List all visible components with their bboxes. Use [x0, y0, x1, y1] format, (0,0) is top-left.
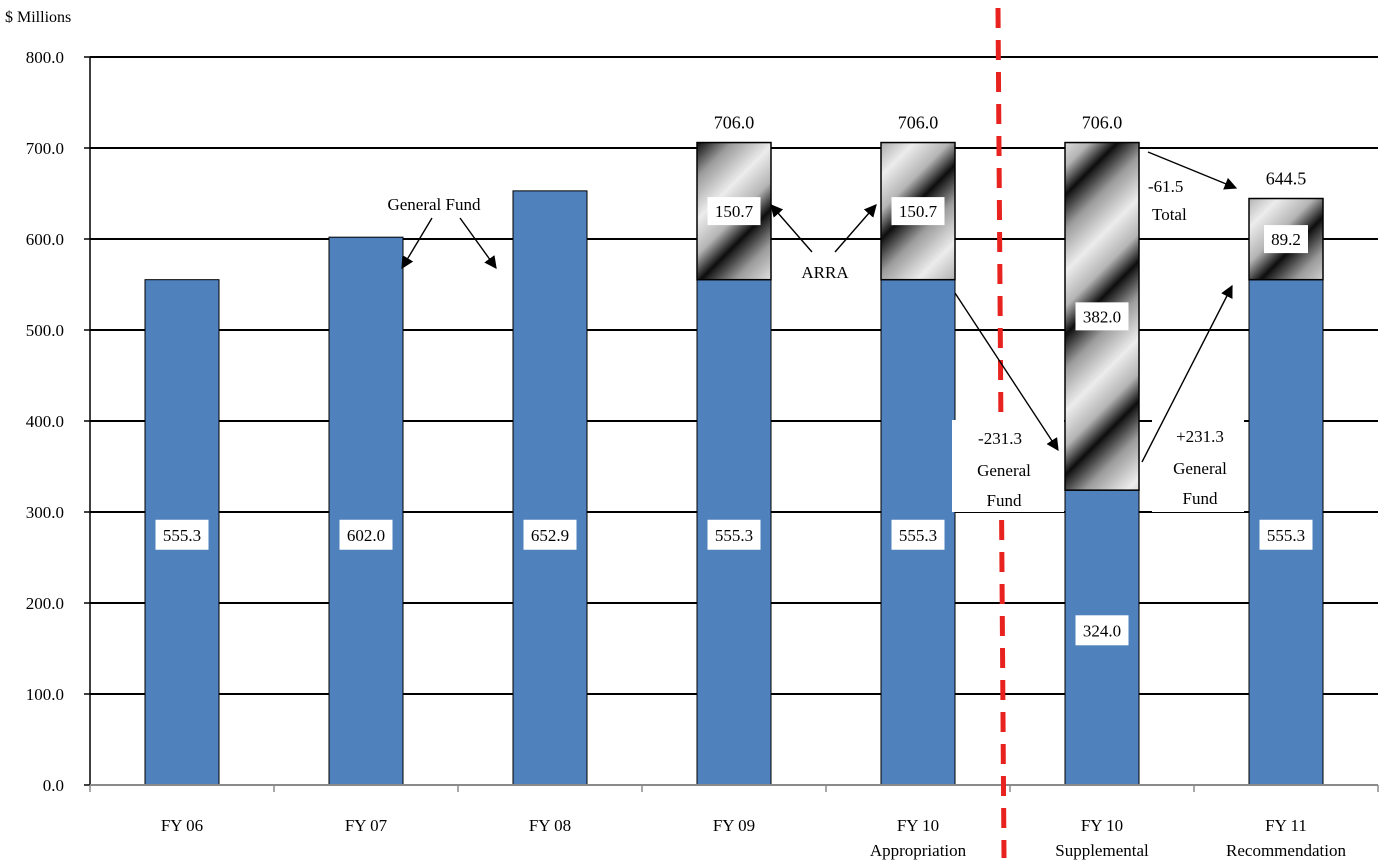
- arra-label: 150.7: [715, 202, 754, 221]
- annotation-total-change: -61.5 Total: [1144, 151, 1238, 227]
- y-tick-label: 700.0: [26, 139, 64, 158]
- arra-callout-box: [773, 258, 877, 284]
- x-tick-label: FY 06: [161, 816, 203, 835]
- y-tick-label: 300.0: [26, 503, 64, 522]
- gf-decrease-label-1: General: [977, 461, 1031, 480]
- bar-general-fund: [512, 190, 588, 786]
- arra-label-box: [1264, 225, 1308, 254]
- general-fund-label: 602.0: [347, 526, 385, 545]
- y-tick-label: 600.0: [26, 230, 64, 249]
- total-change-value: -61.5: [1148, 177, 1183, 196]
- gf-decrease-box: [952, 420, 1064, 512]
- arra-callout: ARRA: [801, 263, 849, 282]
- total-labels: 706.0 706.0 706.0 644.5: [714, 113, 1307, 189]
- total-change-label: Total: [1152, 205, 1187, 224]
- x-tick-label: FY 11: [1265, 816, 1307, 835]
- y-tick-label: 800.0: [26, 48, 64, 67]
- general-fund-label-box: [339, 519, 393, 550]
- x-tick-label: Supplemental: [1055, 841, 1149, 860]
- y-axis-title: $ Millions: [5, 9, 71, 26]
- x-tick-label: FY 10: [1081, 816, 1123, 835]
- x-tick-label: FY 08: [529, 816, 571, 835]
- gf-increase-label-2: Fund: [1183, 489, 1218, 508]
- gf-decrease-label-2: Fund: [987, 491, 1022, 510]
- axes: [89, 57, 1379, 792]
- total-label: 644.5: [1266, 169, 1307, 189]
- general-fund-callout: General Fund: [387, 195, 481, 214]
- y-tick-label: 400.0: [26, 412, 64, 431]
- general-fund-label-box: [523, 519, 577, 550]
- x-tick-label: FY 07: [345, 816, 388, 835]
- annotation-arra: ARRA: [770, 204, 877, 284]
- y-tick-labels: 0.0 100.0 200.0 300.0 400.0 500.0 600.0 700.0 80…: [26, 48, 64, 795]
- annotation-gf-increase: +231.3 General Fund: [1141, 284, 1244, 512]
- x-tick-label: Recommendation: [1226, 841, 1346, 860]
- arra-label-box: [707, 197, 761, 226]
- general-fund-label: 652.9: [531, 526, 569, 545]
- y-tick-label: 500.0: [26, 321, 64, 340]
- y-tick-label: 200.0: [26, 594, 64, 613]
- general-fund-label-box: [707, 519, 761, 550]
- general-fund-label: 324.0: [1083, 621, 1121, 640]
- general-fund-label-box: [1075, 615, 1129, 646]
- gf-increase-value: +231.3: [1176, 427, 1224, 446]
- total-label: 706.0: [714, 113, 755, 133]
- arrow-total-change: [1147, 151, 1238, 190]
- bar-general-fund: [328, 236, 404, 786]
- general-fund-label: 555.3: [715, 526, 753, 545]
- arrow-general-fund-fy08: [459, 217, 497, 270]
- arrow-gf-increase: [1141, 284, 1233, 463]
- general-fund-label-box: [1259, 519, 1313, 550]
- arra-label: 150.7: [899, 202, 938, 221]
- total-label: 706.0: [1082, 113, 1123, 133]
- gf-increase-box: [1152, 418, 1244, 512]
- annotation-gf-decrease: -231.3 General Fund: [952, 292, 1064, 512]
- x-tick-label: Appropriation: [870, 841, 967, 860]
- x-tick-label: FY 10: [897, 816, 939, 835]
- arra-label-box: [891, 197, 945, 226]
- total-label: 706.0: [898, 113, 939, 133]
- bar-value-labels: 555.3 602.0 652.9 150.7 555.3 150.7 555.3 382.0…: [155, 197, 1313, 646]
- gf-decrease-value: -231.3: [978, 429, 1022, 448]
- arrow-arra-fy09: [770, 204, 813, 253]
- general-fund-label: 555.3: [163, 526, 201, 545]
- arra-label: 89.2: [1271, 230, 1301, 249]
- x-tick-label: FY 09: [713, 816, 755, 835]
- total-change-box: [1144, 165, 1206, 227]
- arra-label: 382.0: [1083, 307, 1121, 326]
- general-fund-label-box: [155, 519, 209, 550]
- x-tick-labels: FY 06 FY 07 FY 08 FY 09 FY 10 Appropriation FY…: [161, 816, 1347, 860]
- general-fund-label: 555.3: [1267, 526, 1305, 545]
- arrow-general-fund-fy07: [401, 217, 433, 270]
- y-tick-label: 0.0: [43, 776, 64, 795]
- y-tick-label: 100.0: [26, 685, 64, 704]
- arrow-gf-decrease: [954, 292, 1059, 452]
- arra-label-box: [1075, 302, 1129, 331]
- annotation-general-fund: General Fund: [387, 195, 497, 270]
- arrow-arra-fy10: [834, 204, 877, 253]
- general-fund-label: 555.3: [899, 526, 937, 545]
- general-fund-label-box: [891, 519, 945, 550]
- gf-increase-label-1: General: [1173, 459, 1227, 478]
